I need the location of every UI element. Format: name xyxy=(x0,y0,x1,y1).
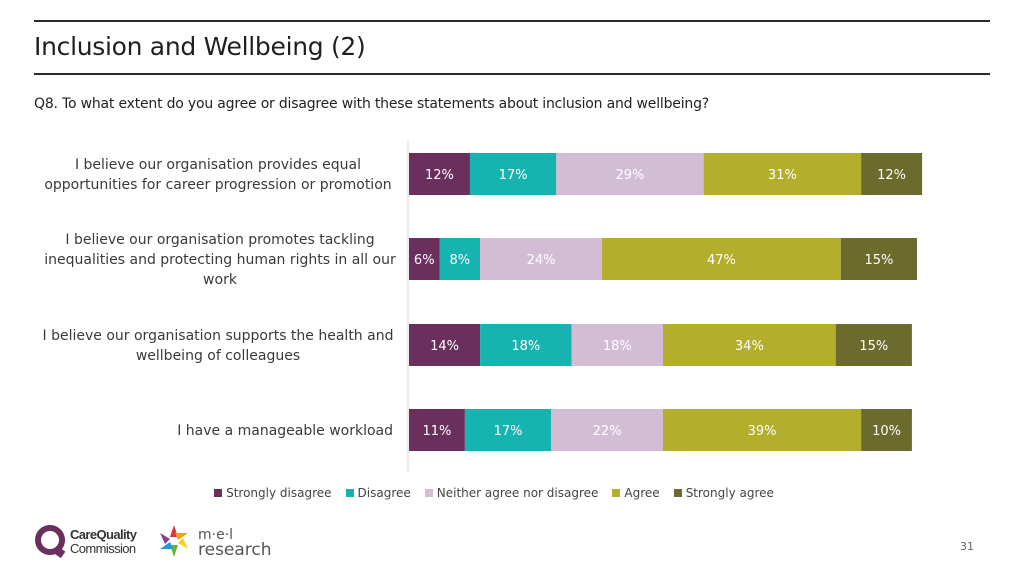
data-label: 15% xyxy=(864,253,893,268)
bar-segment xyxy=(551,409,663,451)
category-label-line: I have a manageable workload xyxy=(177,423,393,439)
page-title: Inclusion and Wellbeing (2) xyxy=(34,32,366,61)
top-rule xyxy=(34,20,990,22)
data-label: 39% xyxy=(748,424,777,439)
legend-swatch xyxy=(345,489,354,497)
data-label: 29% xyxy=(616,168,645,183)
bar-segment xyxy=(409,238,440,280)
legend-label: Neither agree nor disagree xyxy=(436,486,599,500)
chart-legend: Strongly disagree Disagree Neither agree n… xyxy=(0,486,988,500)
data-label: 24% xyxy=(527,253,556,268)
legend-item: Strongly agree xyxy=(673,486,774,500)
category-label-line: I believe our organisation promotes tack… xyxy=(65,232,374,248)
bar-segment xyxy=(835,324,912,366)
category-label-line: opportunities for career progression or … xyxy=(44,177,391,193)
legend-label: Strongly agree xyxy=(685,486,774,500)
legend-swatch xyxy=(214,489,223,497)
legend-item: Neither agree nor disagree xyxy=(424,486,599,500)
data-label: 11% xyxy=(422,424,451,439)
data-label: 8% xyxy=(449,253,470,268)
mel-star-icon xyxy=(160,525,188,557)
cqc-logo-line2: Commission xyxy=(70,541,136,556)
stacked-bar-chart: I believe our organisation provides equa… xyxy=(43,140,923,472)
bar-segment xyxy=(439,238,481,280)
bar-segment xyxy=(480,324,572,366)
legend-swatch xyxy=(673,489,682,497)
bar-segment xyxy=(571,324,663,366)
bar-segment xyxy=(703,153,862,195)
data-label: 12% xyxy=(877,168,906,183)
data-label: 14% xyxy=(430,339,459,354)
legend-item: Disagree xyxy=(345,486,411,500)
category-label: I believe our organisation supports the … xyxy=(43,328,394,364)
data-label: 22% xyxy=(593,424,622,439)
data-label: 6% xyxy=(414,253,435,268)
data-label: 18% xyxy=(511,339,540,354)
data-label: 34% xyxy=(735,339,764,354)
legend-item: Agree xyxy=(612,486,660,500)
bar-segment xyxy=(480,238,603,280)
data-label: 17% xyxy=(494,424,523,439)
legend-label: Strongly disagree xyxy=(226,486,332,500)
legend-swatch xyxy=(612,489,621,497)
category-label-line: inequalities and protecting human rights… xyxy=(44,252,396,268)
bar-segment xyxy=(556,153,704,195)
bar-segment xyxy=(663,409,862,451)
category-label-line: work xyxy=(203,272,238,288)
legend-swatch xyxy=(424,489,433,497)
data-label: 12% xyxy=(425,168,454,183)
legend-label: Agree xyxy=(624,486,660,500)
bar-segment xyxy=(409,409,465,451)
question-text: Q8. To what extent do you agree or disag… xyxy=(34,96,709,112)
legend-item: Strongly disagree xyxy=(214,486,332,500)
bar-segment xyxy=(861,153,923,195)
bar-segment xyxy=(840,238,917,280)
bar-segment xyxy=(409,324,481,366)
bar-segment xyxy=(602,238,841,280)
bar-segment xyxy=(663,324,836,366)
bar-segment xyxy=(464,409,552,451)
legend-label: Disagree xyxy=(357,486,411,500)
mel-logo-line1: m·e·l xyxy=(198,527,233,543)
category-label-line: I believe our organisation provides equa… xyxy=(75,157,361,173)
data-label: 18% xyxy=(603,339,632,354)
data-label: 17% xyxy=(499,168,528,183)
category-label-line: I believe our organisation supports the … xyxy=(43,328,394,344)
bar-segment xyxy=(469,153,557,195)
cqc-logo: CareQuality Commission xyxy=(35,525,138,559)
data-label: 10% xyxy=(872,424,901,439)
bar-segment xyxy=(409,153,470,195)
title-rule xyxy=(34,73,990,75)
data-label: 31% xyxy=(768,168,797,183)
page-number: 31 xyxy=(960,540,974,553)
category-label-line: wellbeing of colleagues xyxy=(136,348,300,364)
data-label: 15% xyxy=(859,339,888,354)
cqc-logo-line1: CareQuality xyxy=(70,527,138,542)
category-label: I have a manageable workload xyxy=(177,423,393,439)
data-label: 47% xyxy=(707,253,736,268)
category-label: I believe our organisation provides equa… xyxy=(44,157,391,193)
mel-research-logo: m·e·l research xyxy=(160,525,272,560)
mel-logo-line2: research xyxy=(198,540,272,560)
category-label: I believe our organisation promotes tack… xyxy=(44,232,396,288)
bar-segment xyxy=(861,409,912,451)
